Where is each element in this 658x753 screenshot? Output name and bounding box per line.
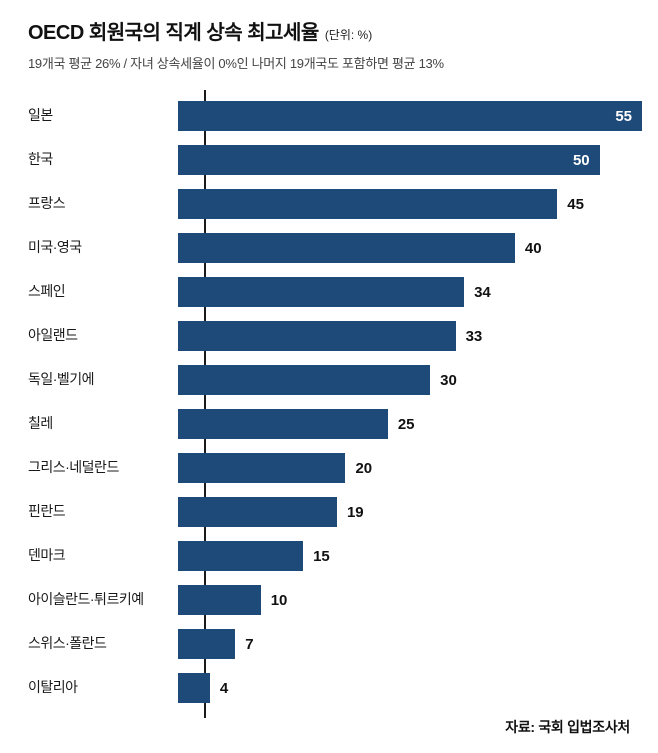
- bar-plot: 33: [176, 321, 642, 351]
- category-label: 스위스·폴란드: [28, 635, 107, 652]
- category-label: 칠레: [28, 415, 53, 432]
- category-label: 아이슬란드·튀르키예: [28, 591, 144, 608]
- bar-row: 아일랜드 33: [28, 314, 642, 358]
- chart-header: OECD 회원국의 직계 상속 최고세율 (단위: %) 19개국 평균 26%…: [0, 0, 658, 72]
- value-label: 25: [397, 415, 415, 433]
- bar-chart: 일본 55 한국 50 프랑스 45 미국·영국 40 스페인 34 아일랜드 33 독일·벨기에 30 칠…: [0, 90, 658, 718]
- bar-plot: 50: [176, 145, 642, 175]
- value-label: 20: [355, 459, 373, 477]
- bar-plot: 55: [176, 101, 642, 131]
- value-label: 30: [440, 371, 457, 389]
- bar: [178, 409, 388, 439]
- bar: 50: [178, 145, 600, 175]
- value-label: 45: [567, 195, 584, 213]
- value-label: 34: [474, 283, 491, 301]
- bar: [178, 321, 456, 351]
- bar: [178, 585, 261, 615]
- bar-row: 아이슬란드·튀르키예 10: [28, 578, 642, 622]
- bar-row: 핀란드 19: [28, 490, 642, 534]
- bar-row: 이탈리아 4: [28, 666, 642, 710]
- category-label: 이탈리아: [28, 679, 78, 696]
- category-label: 스페인: [28, 283, 66, 300]
- category-label: 독일·벨기에: [28, 371, 95, 388]
- value-label: 7: [245, 635, 254, 653]
- bar: [178, 541, 304, 571]
- value-label: 10: [270, 591, 288, 609]
- bar-row: 일본 55: [28, 94, 642, 138]
- category-label: 프랑스: [28, 195, 66, 212]
- bar-row: 스위스·폴란드 7: [28, 622, 642, 666]
- bar-plot: 30: [176, 365, 642, 395]
- value-label: 40: [524, 239, 542, 257]
- bar: [178, 365, 431, 395]
- bar: [178, 629, 236, 659]
- category-label: 덴마크: [28, 547, 66, 564]
- bar-plot: 20: [176, 453, 642, 483]
- category-label: 아일랜드: [28, 327, 78, 344]
- bar-plot: 34: [176, 277, 642, 307]
- bar: 55: [178, 101, 642, 131]
- bar-plot: 15: [176, 541, 642, 571]
- bar-plot: 25: [176, 409, 642, 439]
- category-label: 그리스·네덜란드: [28, 459, 119, 476]
- chart-title: OECD 회원국의 직계 상속 최고세율: [28, 22, 319, 44]
- value-label: 33: [465, 327, 483, 345]
- y-axis-line: [204, 90, 206, 718]
- bar-row: 독일·벨기에 30: [28, 358, 642, 402]
- bar: [178, 189, 558, 219]
- bar-row: 스페인 34: [28, 270, 642, 314]
- bar-plot: 10: [176, 585, 642, 615]
- bar-plot: 4: [176, 673, 642, 703]
- category-label: 핀란드: [28, 503, 66, 520]
- bar: [178, 497, 337, 527]
- value-label: 19: [346, 503, 364, 521]
- bar-plot: 7: [176, 629, 642, 659]
- bar: [178, 233, 515, 263]
- value-label: 50: [572, 151, 590, 169]
- value-label: 4: [219, 679, 229, 697]
- bar: [178, 453, 346, 483]
- bar-rows: 일본 55 한국 50 프랑스 45 미국·영국 40 스페인 34 아일랜드 33 독일·벨기에 30 칠…: [28, 90, 642, 718]
- value-label: 55: [615, 107, 632, 125]
- chart-subtitle: 19개국 평균 26% / 자녀 상속세율이 0%인 나머지 19개국도 포함하…: [28, 56, 444, 71]
- value-label: 15: [313, 547, 330, 565]
- source-label: 자료: 국회 입법조사처: [505, 719, 630, 735]
- bar-row: 덴마크 15: [28, 534, 642, 578]
- bar-row: 미국·영국 40: [28, 226, 642, 270]
- bar-plot: 19: [176, 497, 642, 527]
- bar-plot: 45: [176, 189, 642, 219]
- bar-row: 프랑스 45: [28, 182, 642, 226]
- bar: [178, 673, 210, 703]
- title-line: OECD 회원국의 직계 상속 최고세율 (단위: %): [28, 16, 630, 45]
- bar-row: 한국 50: [28, 138, 642, 182]
- bar: [178, 277, 465, 307]
- bar-plot: 40: [176, 233, 642, 263]
- chart-unit-label: (단위: %): [324, 28, 373, 42]
- bar-row: 칠레 25: [28, 402, 642, 446]
- category-label: 한국: [28, 151, 53, 168]
- category-label: 일본: [28, 107, 53, 124]
- bar-row: 그리스·네덜란드 20: [28, 446, 642, 490]
- category-label: 미국·영국: [28, 239, 82, 256]
